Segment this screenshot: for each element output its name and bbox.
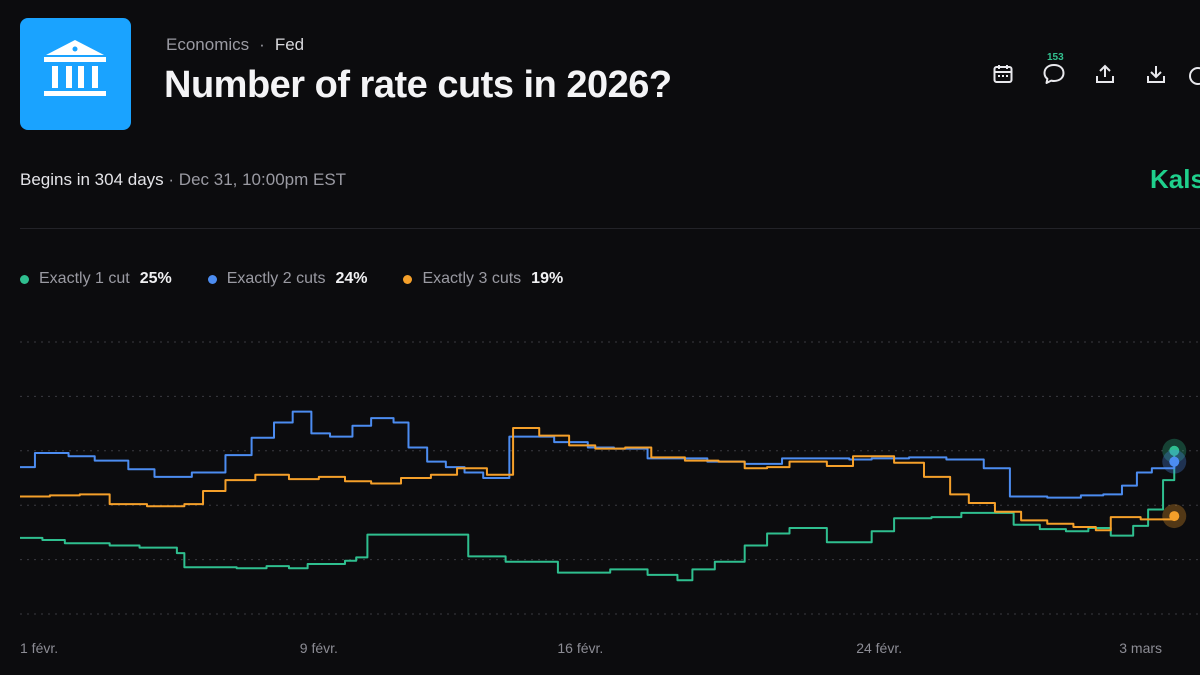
legend-label: Exactly 3 cuts	[422, 270, 522, 287]
calendar-icon	[993, 65, 1013, 83]
comment-bubble-icon	[1043, 64, 1065, 84]
begins-countdown: Begins in 304 days	[20, 170, 164, 189]
series-line-1	[20, 450, 1176, 582]
more-options-icon	[1189, 67, 1200, 85]
download-icon	[1147, 66, 1165, 83]
chart-legend: Exactly 1 cut 25% Exactly 2 cuts 24% Exa…	[20, 270, 563, 288]
market-logo	[20, 18, 131, 130]
chart-x-axis: 1 févr. 9 févr. 16 févr. 24 févr. 3 mars	[20, 640, 1162, 656]
breadcrumb-subcategory[interactable]: Fed	[274, 35, 305, 54]
legend-item-3-cuts[interactable]: Exactly 3 cuts 19%	[403, 270, 563, 288]
x-tick-label: 9 févr.	[300, 640, 338, 656]
comments-button[interactable]	[1036, 56, 1072, 92]
legend-item-2-cuts[interactable]: Exactly 2 cuts 24%	[207, 270, 368, 288]
chart-series	[20, 410, 1176, 582]
download-button[interactable]	[1138, 56, 1174, 92]
breadcrumb: Economics · Fed	[166, 35, 304, 55]
end-marker-dot	[1169, 456, 1180, 467]
page-title: Number of rate cuts in 2026?	[164, 64, 672, 106]
x-tick-label: 3 mars	[1119, 640, 1162, 656]
breadcrumb-category[interactable]: Economics	[166, 35, 250, 54]
breadcrumb-separator: ·	[259, 35, 265, 54]
legend-item-1-cut[interactable]: Exactly 1 cut 25%	[20, 270, 172, 288]
more-button[interactable]	[1186, 64, 1200, 88]
bank-building-icon	[44, 40, 106, 96]
calendar-button[interactable]	[985, 56, 1021, 92]
legend-dot	[207, 274, 217, 284]
chart-gridlines	[20, 341, 1200, 615]
comment-count: 153	[1047, 52, 1064, 63]
divider	[20, 228, 1200, 229]
series-line-3	[20, 426, 1176, 532]
start-info: Begins in 304 days · Dec 31, 10:00pm EST	[20, 170, 346, 190]
price-history-chart[interactable]: 1 févr. 9 févr. 16 févr. 24 févr. 3 mars	[0, 320, 1200, 675]
legend-value: 24%	[335, 270, 368, 287]
x-tick-label: 16 févr.	[557, 640, 603, 656]
chart-end-markers	[1162, 438, 1187, 529]
begins-separator: ·	[168, 170, 175, 189]
brand-logo[interactable]: Kalshi	[1150, 164, 1200, 194]
legend-value: 25%	[139, 270, 172, 287]
legend-label: Exactly 1 cut	[39, 270, 130, 287]
end-marker-dot	[1169, 445, 1180, 456]
x-tick-label: 24 févr.	[856, 640, 902, 656]
legend-dot	[403, 274, 413, 284]
share-button[interactable]	[1087, 56, 1123, 92]
begins-date: Dec 31, 10:00pm EST	[178, 170, 347, 189]
legend-value: 19%	[531, 270, 564, 287]
share-upload-icon	[1096, 64, 1114, 83]
x-tick-label: 1 févr.	[20, 640, 58, 656]
legend-label: Exactly 2 cuts	[226, 270, 326, 287]
series-line-2	[20, 410, 1176, 499]
legend-dot	[20, 274, 29, 284]
end-marker-dot	[1169, 511, 1180, 522]
